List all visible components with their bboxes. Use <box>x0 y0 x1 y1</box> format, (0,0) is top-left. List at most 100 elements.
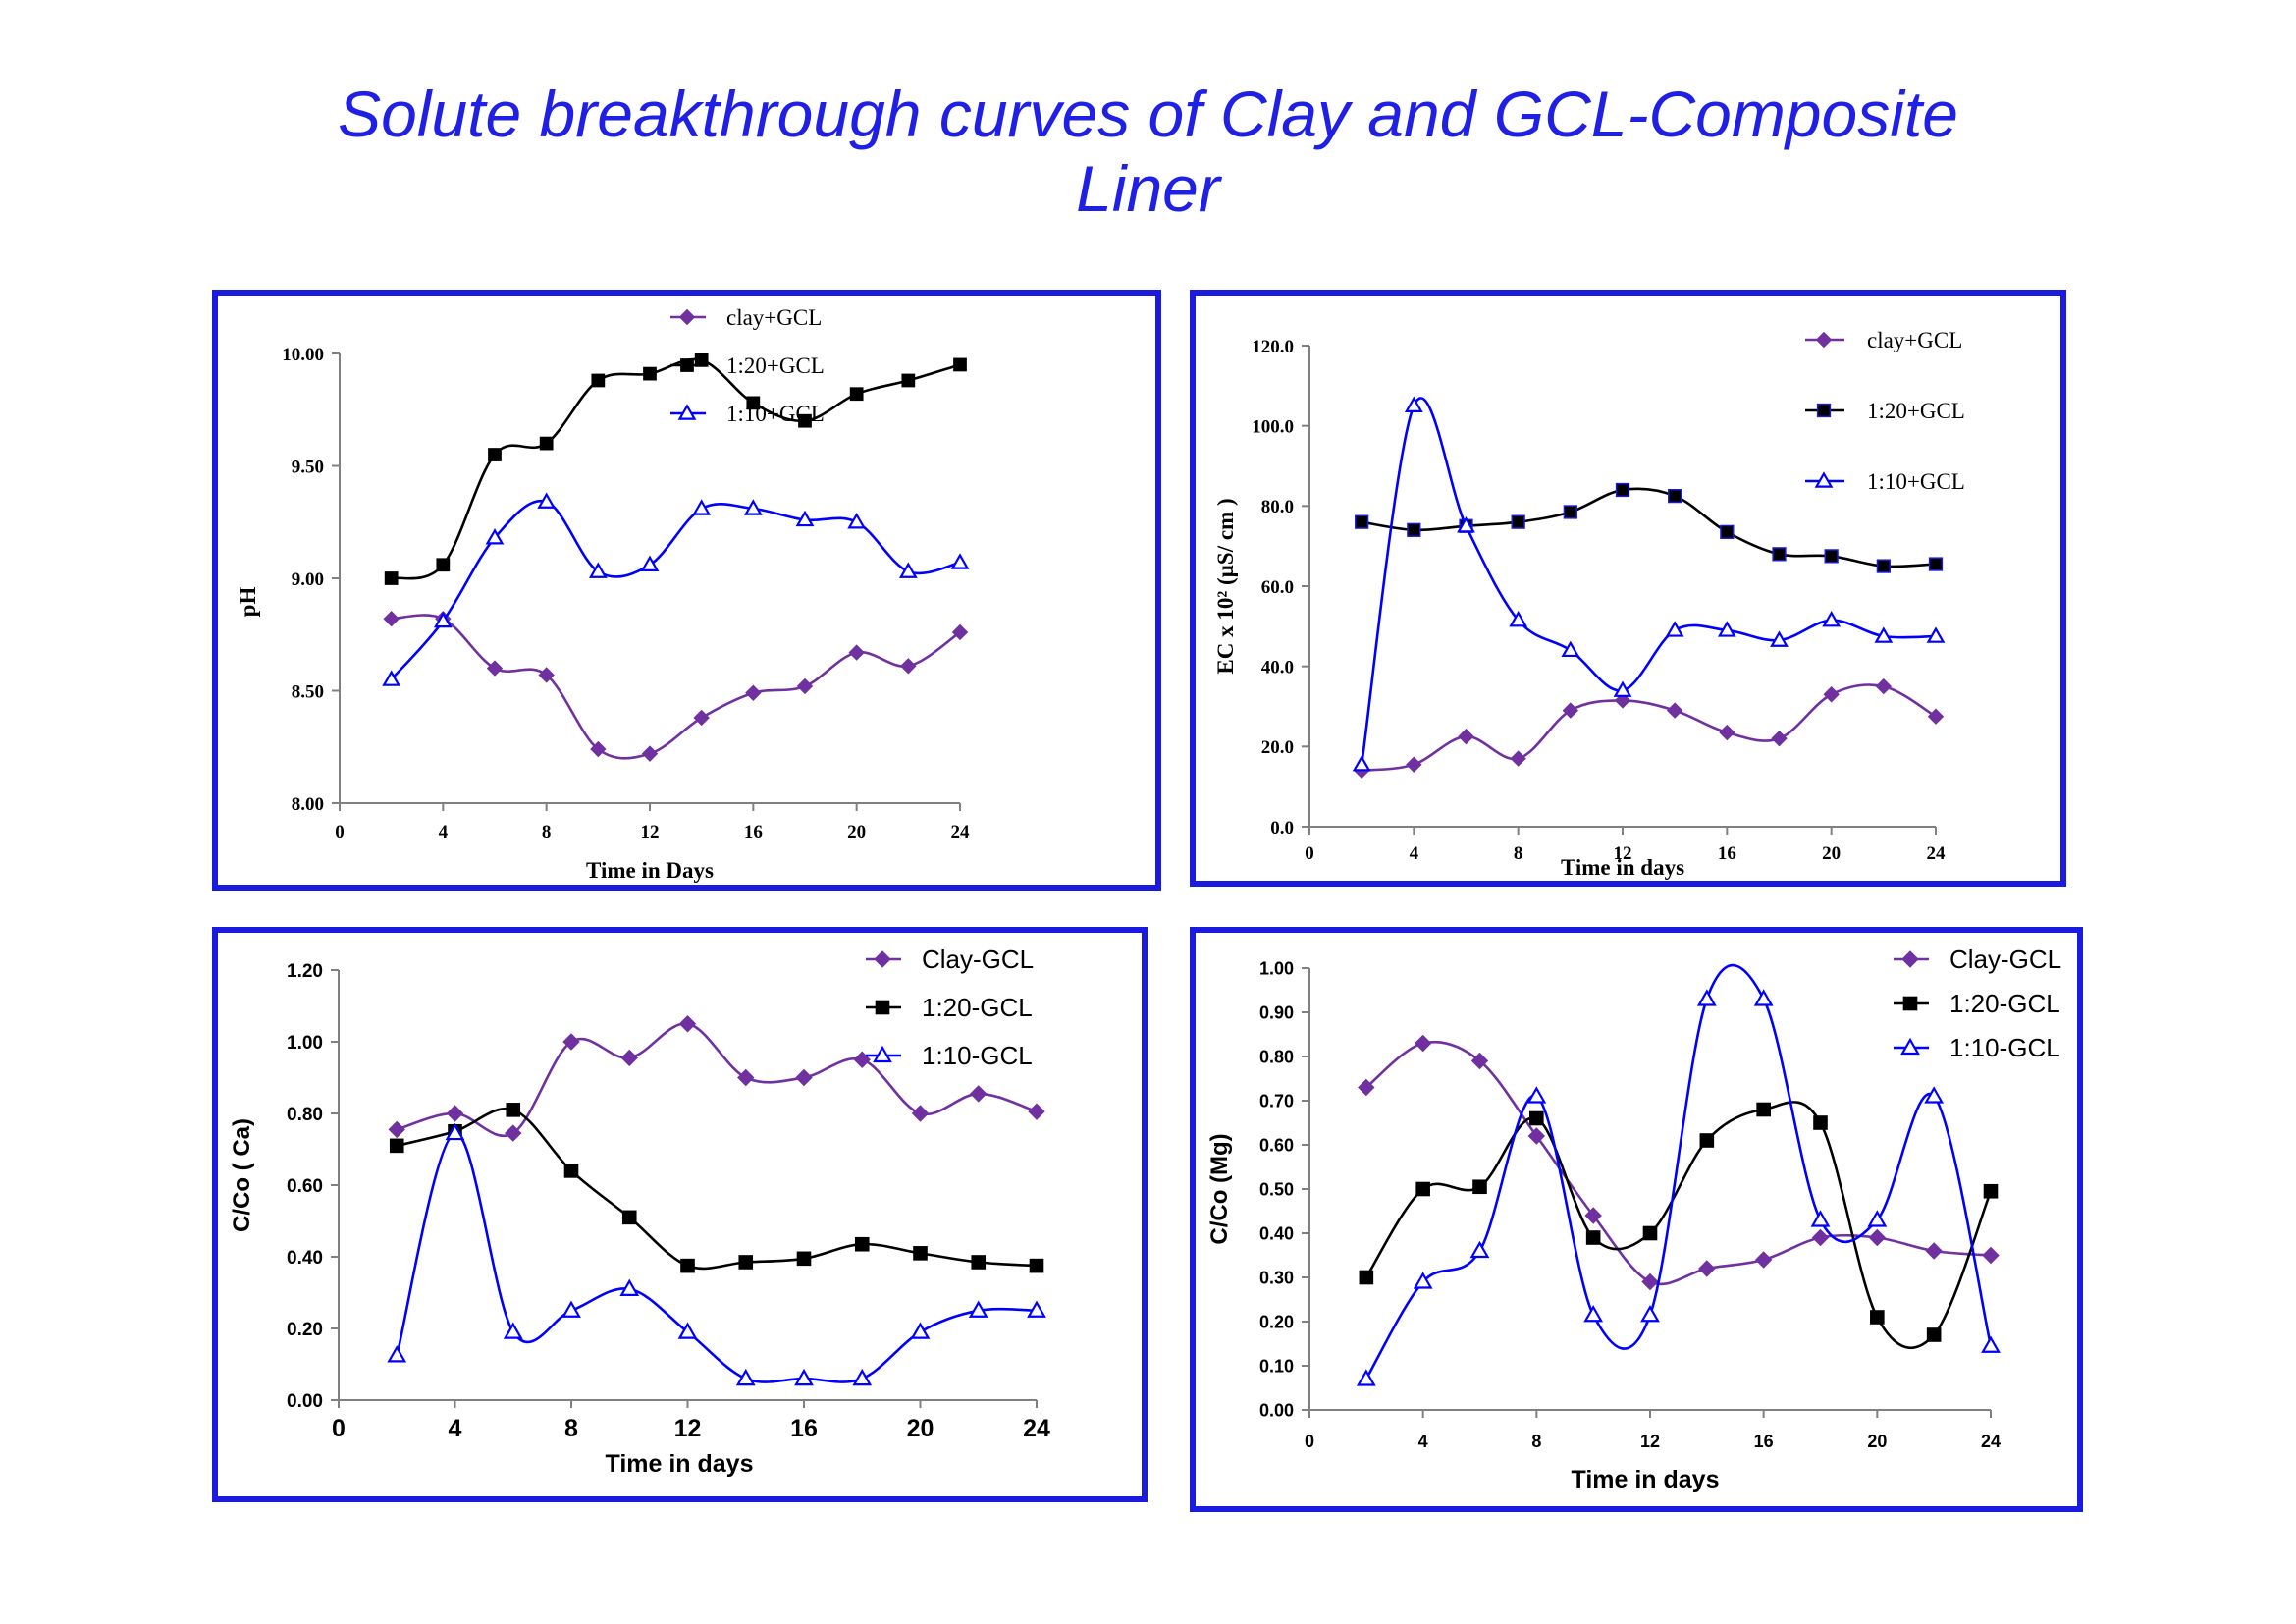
ph-data-point <box>796 677 814 695</box>
ph-series-line-1 <box>391 357 961 580</box>
mg-data-point <box>1696 989 1717 1006</box>
mg-legend-marker <box>1902 996 1918 1011</box>
ec-data-point <box>1926 626 1946 643</box>
ph-legend-marker <box>678 308 696 326</box>
mg-series-2 <box>1356 964 2001 1386</box>
mg-y-tick-label: 0.30 <box>1259 1268 1294 1287</box>
ph-data-point <box>590 740 607 758</box>
mg-y-tick-label: 0.60 <box>1259 1135 1294 1155</box>
ca-y-tick-label: 0.20 <box>287 1320 323 1340</box>
mg-data-point <box>1641 1272 1659 1291</box>
ph-x-tick-label: 20 <box>847 822 866 842</box>
mg-y-tick-label: 0.70 <box>1259 1091 1294 1110</box>
ca-data-point <box>796 1251 812 1267</box>
ec-legend-label: clay+GCL <box>1867 328 1962 352</box>
ec-data-point <box>1666 702 1683 719</box>
ph-x-tick-label: 0 <box>335 822 345 842</box>
ec-data-point <box>1355 514 1369 529</box>
ec-data-point <box>1404 396 1423 412</box>
ec-x-tick-label: 12 <box>1614 843 1632 864</box>
ca-data-point <box>619 1278 640 1296</box>
ph-data-point <box>537 492 557 509</box>
ca-y-tick-label: 0.80 <box>287 1105 323 1125</box>
mg-data-point <box>1413 1272 1433 1289</box>
ph-data-point <box>382 670 401 686</box>
ca-data-point <box>620 1049 638 1067</box>
ph-series-line-0 <box>391 614 961 760</box>
mg-data-point <box>1359 1270 1374 1285</box>
mg-data-point <box>1924 1086 1945 1104</box>
mg-data-point <box>1982 1246 2000 1265</box>
ph-legend-marker <box>680 358 694 372</box>
page-title-line-2: Liner <box>1076 152 1220 225</box>
ca-data-point <box>852 1368 873 1386</box>
ph-y-tick-label: 10.00 <box>282 345 324 365</box>
ec-series-line-0 <box>1362 683 1937 773</box>
ec-data-point <box>1613 680 1632 697</box>
ph-data-point <box>898 562 918 578</box>
ca-data-point <box>506 1103 521 1117</box>
mg-y-tick-label: 0.90 <box>1259 1002 1294 1022</box>
mg-data-point <box>1983 1183 1999 1199</box>
ca-data-point <box>677 1322 698 1339</box>
ph-y-tick-label: 9.50 <box>292 457 324 477</box>
ca-data-point <box>853 1051 871 1068</box>
mg-legend: Clay-GCL 1:20-GCL 1:10-GCL <box>1894 945 2061 1062</box>
ph-y-tick-label: 9.00 <box>292 569 324 590</box>
ec-data-point <box>1563 505 1577 519</box>
ph-data-point <box>538 667 555 683</box>
mg-legend-marker <box>1900 1037 1920 1056</box>
ec-y-axis-title: EC x 10² (µS/ cm ) <box>1213 498 1238 674</box>
ec-data-point <box>1822 610 1842 627</box>
mg-data-point <box>1526 1086 1547 1104</box>
mg-y-tick-label: 0.10 <box>1259 1356 1294 1376</box>
ca-series-1 <box>389 1103 1044 1273</box>
mg-legend-label: 1:20-GCL <box>1949 989 2060 1018</box>
ca-data-point <box>738 1255 754 1270</box>
ph-data-point <box>848 644 865 661</box>
ec-data-point <box>1511 514 1525 529</box>
ec-data-point <box>1719 724 1735 741</box>
mg-chart-panel: 0.00 0.10 0.20 0.30 0.40 0.50 0.60 0.70 0.80 0.90… <box>1190 927 2083 1512</box>
ph-legend-marker <box>677 404 697 420</box>
ph-data-point <box>900 658 917 675</box>
ec-data-point <box>1875 677 1893 695</box>
ph-data-point <box>847 513 867 529</box>
mg-data-point <box>1584 1207 1602 1224</box>
mg-data-point <box>1469 1240 1490 1259</box>
ph-data-point <box>901 373 916 388</box>
ph-data-point <box>433 611 453 628</box>
ca-data-point <box>562 1033 580 1051</box>
ph-data-point <box>743 499 763 515</box>
ca-x-tick-label: 16 <box>790 1415 818 1442</box>
ph-data-point <box>485 528 505 545</box>
ec-x-tick-label: 8 <box>1514 843 1523 864</box>
ca-y-axis-title: C/Co ( Ca) <box>229 1118 255 1232</box>
ca-data-point <box>737 1068 755 1087</box>
mg-data-point <box>1698 1260 1716 1277</box>
ca-data-point <box>563 1164 579 1178</box>
page-title: Solute breakthrough curves of Clay and G… <box>0 77 2296 226</box>
mg-data-point <box>1583 1305 1604 1323</box>
ph-x-tick-label: 4 <box>439 822 449 842</box>
mg-data-point <box>1358 1078 1375 1097</box>
ph-series-2 <box>382 492 970 686</box>
ca-x-tick-label: 12 <box>674 1415 702 1442</box>
ec-y-tick-label: 20.0 <box>1261 737 1294 758</box>
ca-y-tick-label: 0.00 <box>287 1391 323 1412</box>
ca-data-point <box>388 1120 405 1139</box>
ec-data-point <box>1823 686 1840 703</box>
mg-x-tick-label: 20 <box>1867 1432 1887 1451</box>
ec-legend-marker <box>1814 471 1834 488</box>
ec-axes: 0.0 20.0 40.0 60.0 80.0 100.0 120.0 0 4 8 12 16 20 24 <box>1252 337 1946 864</box>
ec-data-point <box>1510 750 1526 767</box>
mg-data-point <box>1356 1369 1376 1386</box>
ca-data-point <box>621 1210 637 1225</box>
ph-data-point <box>436 558 451 572</box>
mg-data-point <box>1472 1179 1487 1195</box>
ec-x-tick-label: 0 <box>1305 843 1314 864</box>
ca-data-point <box>970 1085 988 1103</box>
ph-y-axis-title: pH <box>236 587 260 618</box>
ca-data-point <box>735 1368 756 1386</box>
ec-data-point <box>1562 702 1579 719</box>
